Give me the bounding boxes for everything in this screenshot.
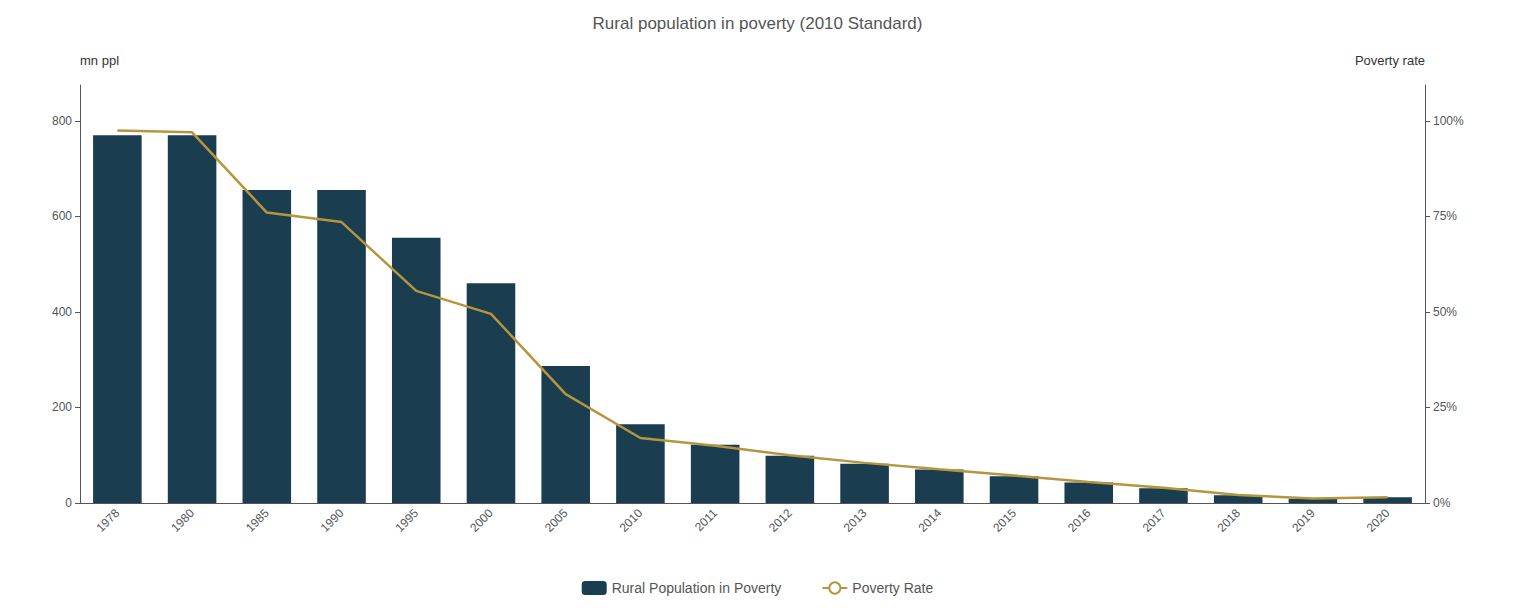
svg-text:2015: 2015 <box>990 506 1019 535</box>
svg-text:1980: 1980 <box>168 506 197 535</box>
svg-text:0: 0 <box>65 496 72 510</box>
svg-text:0%: 0% <box>1433 496 1451 510</box>
svg-text:25%: 25% <box>1433 400 1457 414</box>
svg-text:Poverty Rate: Poverty Rate <box>852 580 933 596</box>
svg-text:Rural population in poverty (2: Rural population in poverty (2010 Standa… <box>593 14 923 33</box>
svg-text:75%: 75% <box>1433 209 1457 223</box>
svg-text:2012: 2012 <box>766 506 795 535</box>
svg-text:100%: 100% <box>1433 114 1464 128</box>
svg-text:2018: 2018 <box>1214 506 1243 535</box>
svg-text:mn ppl: mn ppl <box>80 53 119 68</box>
svg-text:2013: 2013 <box>841 506 870 535</box>
svg-text:2016: 2016 <box>1065 506 1094 535</box>
svg-text:1985: 1985 <box>243 506 272 535</box>
svg-text:2011: 2011 <box>692 506 720 534</box>
svg-text:2005: 2005 <box>542 506 571 535</box>
svg-text:800: 800 <box>52 114 72 128</box>
svg-text:2019: 2019 <box>1289 506 1318 535</box>
svg-text:200: 200 <box>52 400 72 414</box>
svg-text:2000: 2000 <box>467 506 496 535</box>
svg-text:2014: 2014 <box>915 506 944 535</box>
svg-text:1990: 1990 <box>318 506 347 535</box>
svg-text:Poverty rate: Poverty rate <box>1355 53 1425 68</box>
svg-text:2020: 2020 <box>1364 506 1393 535</box>
svg-text:2017: 2017 <box>1140 506 1169 535</box>
svg-text:1978: 1978 <box>94 506 123 535</box>
svg-text:50%: 50% <box>1433 305 1457 319</box>
svg-text:1995: 1995 <box>392 506 421 535</box>
svg-text:Rural Population in Poverty: Rural Population in Poverty <box>612 580 782 596</box>
svg-text:600: 600 <box>52 209 72 223</box>
svg-text:400: 400 <box>52 305 72 319</box>
svg-text:2010: 2010 <box>617 506 646 535</box>
